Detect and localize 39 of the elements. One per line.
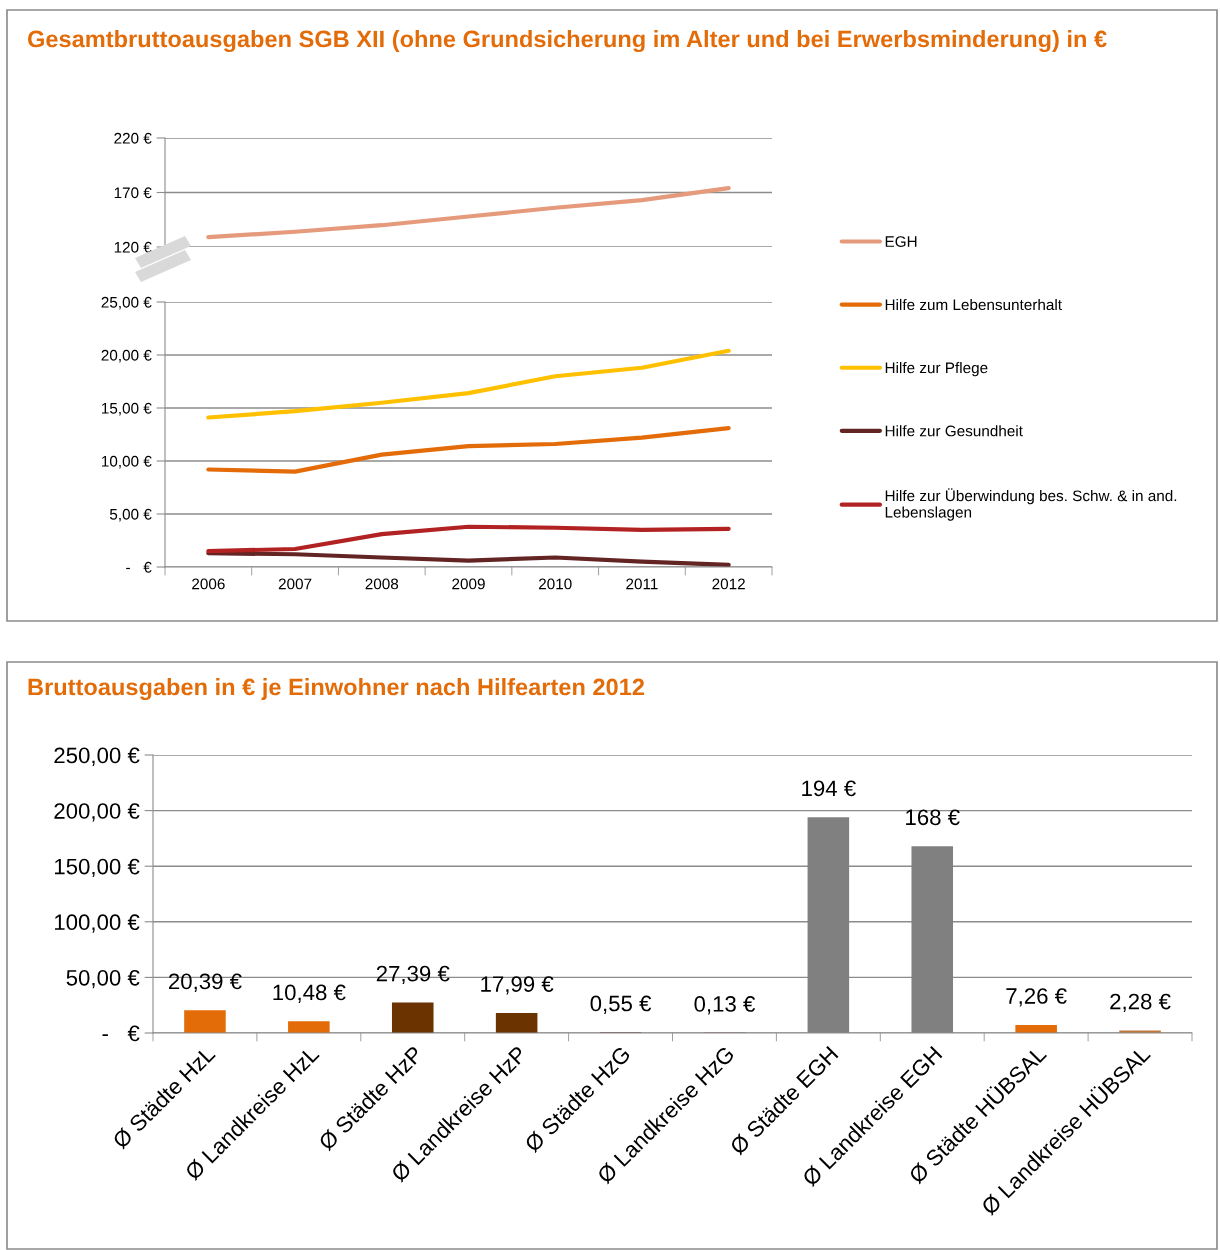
x-tick-label: 2009	[452, 578, 485, 590]
y-tick-label: 100,00 €	[55, 914, 140, 933]
x-tick-label: 2007	[278, 578, 312, 590]
y-tick-label: 25,00 €	[101, 296, 152, 310]
y-tick-label: 20,00 €	[101, 349, 152, 363]
y-tick-label: 170 €	[114, 187, 152, 199]
x-tick-label: 2011	[626, 578, 658, 590]
data-label: 168 €	[906, 809, 960, 826]
y-tick-label: - €	[126, 561, 152, 573]
data-label: 194 €	[802, 780, 856, 797]
y-tick-label: - €	[102, 1025, 140, 1042]
data-label: 7,26 €	[1006, 988, 1067, 1007]
x-tick-label: 2006	[192, 578, 225, 590]
x-tick-label: 2010	[538, 578, 572, 590]
y-tick-label: 15,00 €	[102, 402, 152, 416]
legend-label: Hilfe zur Pflege	[885, 362, 988, 377]
y-tick-label: 5,00 €	[109, 508, 152, 522]
y-tick-label: 10,00 €	[102, 455, 152, 469]
data-label: 2,28 €	[1110, 993, 1171, 1013]
data-label: 20,39 €	[169, 973, 242, 992]
y-tick-label: 250,00 €	[54, 747, 140, 766]
x-tick-label: 2008	[365, 578, 399, 590]
y-tick-label: 50,00 €	[66, 969, 140, 989]
data-label: 17,99 €	[481, 976, 554, 995]
data-label: 10,48 €	[273, 984, 346, 1003]
x-tick-label: 2012	[712, 578, 745, 590]
y-tick-label: 200,00 €	[54, 803, 140, 822]
data-label: 0,55 €	[590, 995, 652, 1014]
chart-title: Bruttoausgaben in € je Einwohner nach Hilfearten 2012	[28, 678, 645, 701]
data-label: 27,39 €	[376, 965, 450, 985]
legend-label: Hilfe zur Gesundheit	[885, 425, 1023, 437]
y-tick-label: 120 €	[114, 241, 152, 253]
chart-title: Gesamtbruttoausgaben SGB XII (ohne Grundsicherung im Alter und bei Erwerbsminderung) in €	[27, 30, 1107, 53]
legend-label: EGH	[885, 236, 917, 247]
legend-label: Hilfe zur Überwindung bes. Schw. & in and. Lebenslagen	[885, 488, 1177, 521]
y-tick-label: 150,00 €	[55, 858, 140, 878]
legend-label: Hilfe zum Lebensunterhalt	[885, 298, 1062, 311]
y-tick-label: 220 €	[114, 132, 152, 144]
data-label: 0,13 €	[694, 996, 756, 1015]
